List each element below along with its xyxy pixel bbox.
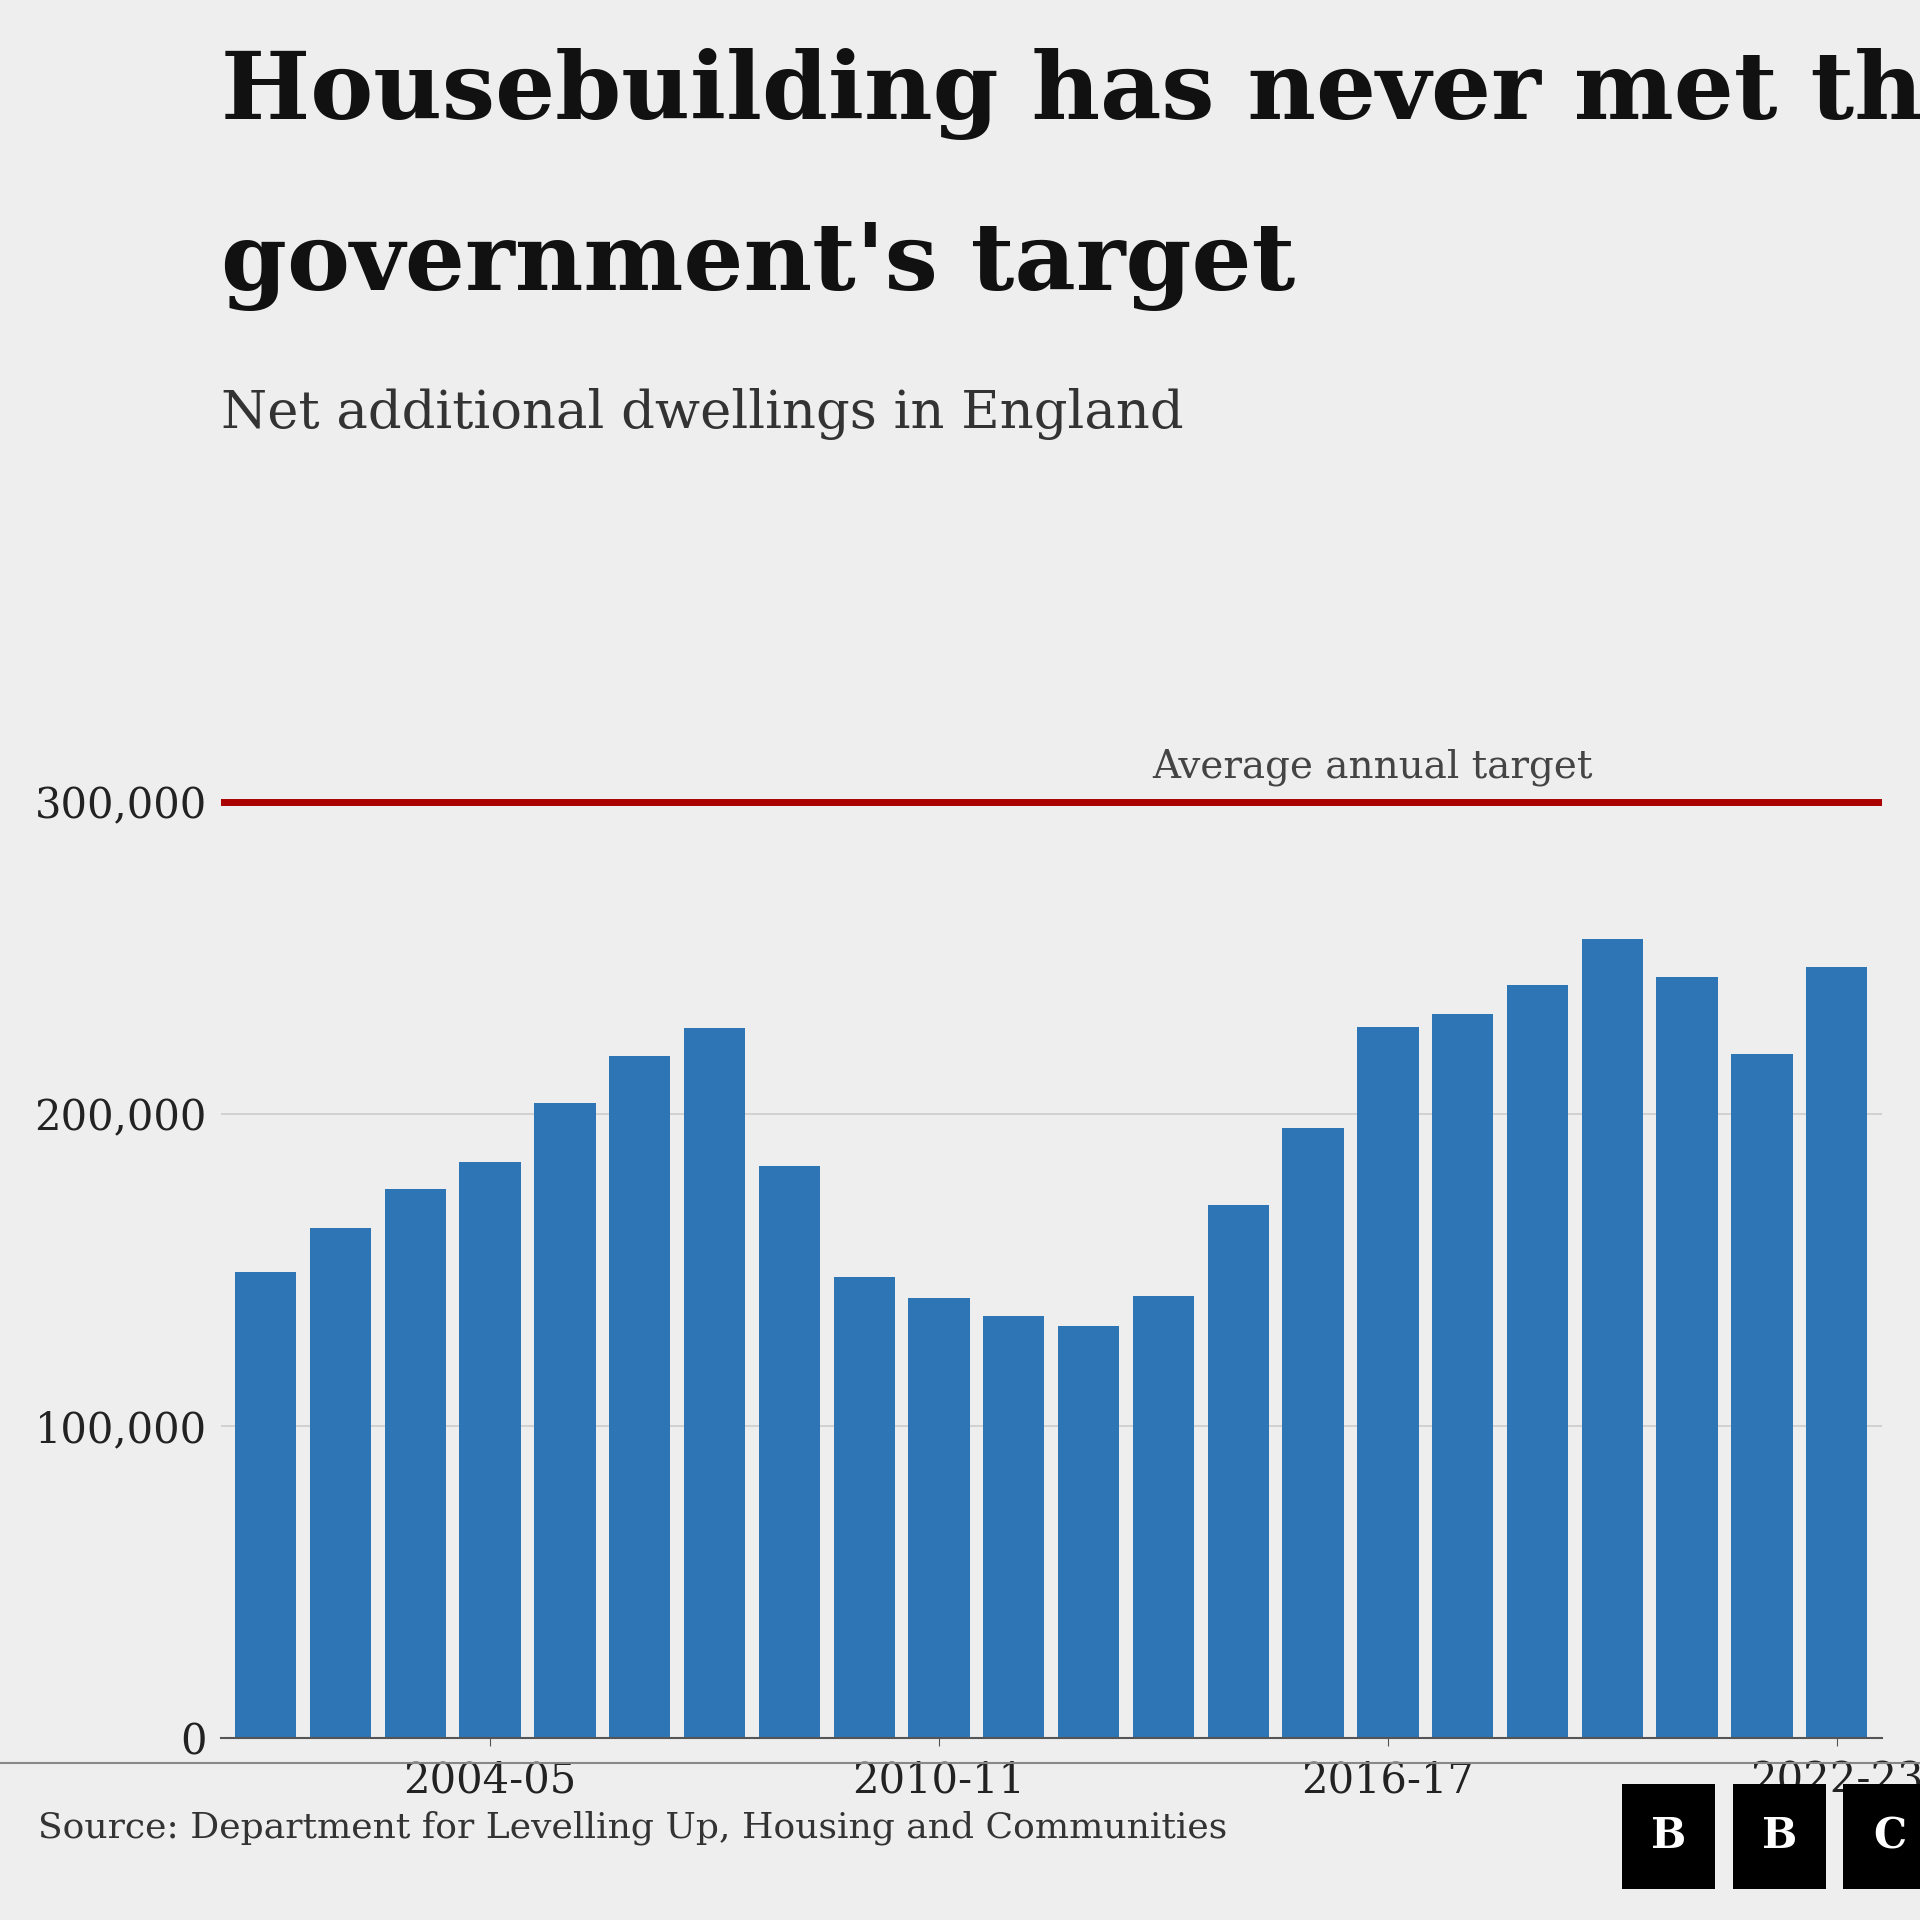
Bar [459,1162,520,1738]
Text: Net additional dwellings in England: Net additional dwellings in England [221,388,1183,440]
Bar [1807,968,1868,1738]
Bar [384,1190,445,1738]
Bar [1133,1296,1194,1738]
Bar [309,1229,371,1738]
Text: B: B [1651,1816,1686,1857]
Bar [758,1165,820,1738]
Text: Housebuilding has never met the: Housebuilding has never met the [221,48,1920,140]
Bar [534,1102,595,1738]
Bar [1657,977,1718,1738]
Bar [1208,1206,1269,1738]
Bar [1582,939,1644,1738]
Text: Average annual target: Average annual target [1152,749,1592,787]
Bar [684,1029,745,1738]
Text: B: B [1763,1816,1797,1857]
Text: Source: Department for Levelling Up, Housing and Communities: Source: Department for Levelling Up, Hou… [38,1811,1227,1845]
Bar [234,1273,296,1738]
Bar [983,1317,1044,1738]
Text: government's target: government's target [221,221,1296,311]
Bar [1283,1129,1344,1738]
Text: C: C [1874,1816,1907,1857]
Bar [1058,1327,1119,1738]
Bar [1732,1054,1793,1738]
Bar [908,1298,970,1738]
Bar [833,1277,895,1738]
Bar [609,1056,670,1738]
Bar [1507,985,1569,1738]
Bar [1432,1014,1494,1738]
Bar [1357,1027,1419,1738]
